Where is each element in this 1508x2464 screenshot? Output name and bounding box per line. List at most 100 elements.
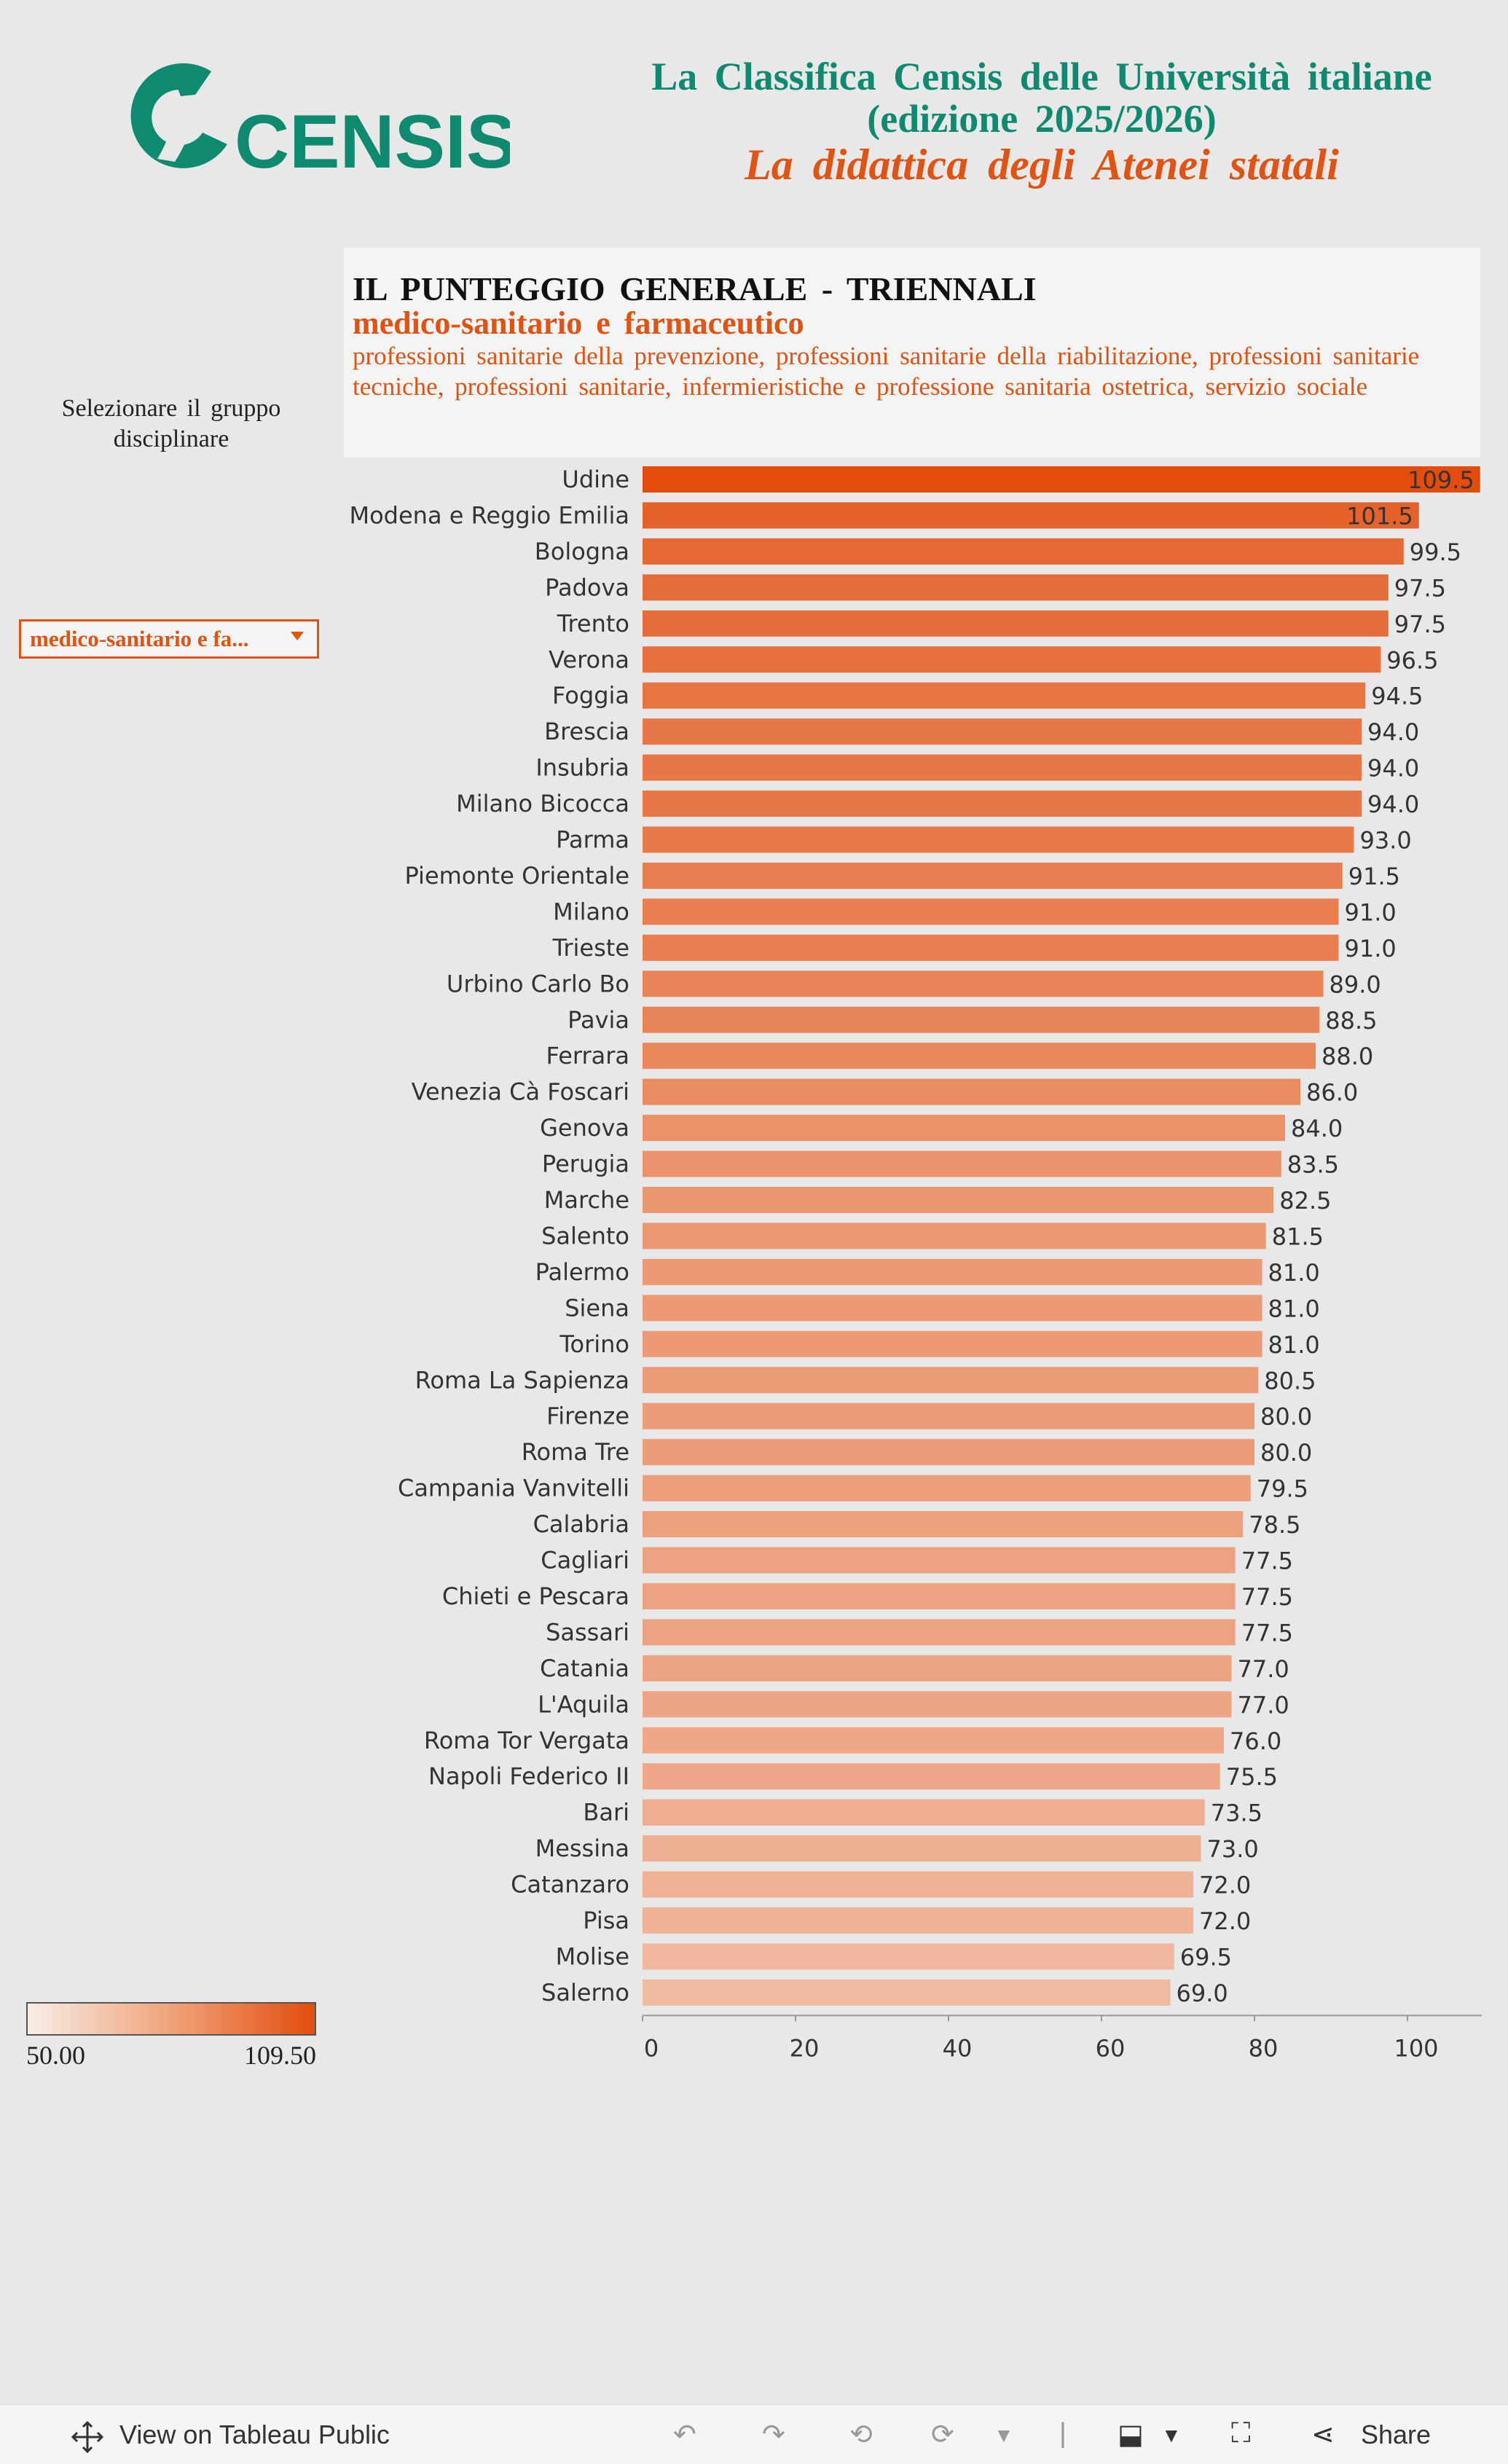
value-label: 91.0 [1345,935,1397,962]
bar-32[interactable] [643,1619,1236,1646]
value-label: 97.5 [1394,611,1446,638]
category-label: Torino [559,1330,629,1358]
bar-21[interactable] [643,1223,1266,1249]
value-label: 77.0 [1238,1691,1289,1719]
category-label: Insubria [535,754,629,782]
category-label: Bologna [535,538,629,565]
fullscreen-icon[interactable]: ⛶ [1231,2418,1251,2449]
value-label: 91.0 [1345,898,1397,926]
bar-29[interactable] [643,1511,1244,1538]
value-label: 82.5 [1279,1187,1331,1215]
bar-42[interactable] [643,1979,1171,2006]
pause-dropdown-icon[interactable]: ▼ [994,2424,1014,2447]
chart-title: IL PUNTEGGIO GENERALE - TRIENNALI [353,270,1037,307]
bar-5[interactable] [643,646,1381,673]
bar-11[interactable] [643,862,1343,889]
view-on-tableau-link[interactable]: View on Tableau Public [119,2420,390,2449]
category-label: Salerno [541,1979,629,2006]
share-button[interactable]: Share [1361,2420,1432,2449]
value-label: 75.5 [1226,1763,1278,1791]
revert-icon[interactable]: ⟲ [849,2420,873,2450]
bar-31[interactable] [643,1582,1236,1609]
category-label: Genova [540,1114,629,1142]
bar-9[interactable] [643,790,1362,817]
bar-3[interactable] [643,574,1389,601]
undo-icon[interactable]: ↶ [673,2420,696,2450]
bar-39[interactable] [643,1871,1193,1898]
category-label: Brescia [544,718,629,745]
bar-33[interactable] [643,1655,1232,1682]
bar-26[interactable] [643,1402,1254,1429]
bar-2[interactable] [643,538,1404,565]
bar-34[interactable] [643,1691,1232,1718]
bar-35[interactable] [643,1727,1224,1754]
category-label: Roma Tor Vergata [424,1727,629,1754]
bar-25[interactable] [643,1367,1259,1394]
bar-1[interactable] [643,502,1419,529]
bar-19[interactable] [643,1150,1281,1177]
bar-36[interactable] [643,1763,1220,1790]
bar-13[interactable] [643,934,1339,961]
category-label: Trento [557,610,629,637]
logo-text: CENSIS [235,100,510,184]
category-label: Molise [556,1942,629,1970]
value-label: 77.5 [1241,1619,1293,1647]
value-label: 94.0 [1367,755,1419,782]
category-label: Ferrara [546,1042,629,1070]
bar-30[interactable] [643,1547,1236,1574]
bar-15[interactable] [643,1006,1320,1033]
bar-20[interactable] [643,1187,1274,1213]
bar-0[interactable] [643,466,1480,493]
value-label: 83.5 [1287,1151,1339,1179]
tableau-toolbar: View on Tableau Public ↶ ↷ ⟲ ⟳ ▼ | ⬓ ▼ ⛶… [0,2404,1508,2464]
bar-40[interactable] [643,1907,1193,1934]
category-label: Siena [565,1294,629,1322]
bar-6[interactable] [643,682,1366,709]
move-icon [71,2420,104,2454]
color-legend [26,2002,316,2036]
bar-28[interactable] [643,1475,1251,1502]
value-label: 86.0 [1306,1079,1358,1107]
bar-14[interactable] [643,970,1324,997]
value-label: 96.5 [1386,646,1438,674]
bar-16[interactable] [643,1043,1316,1070]
filter-label: Selezionare il gruppo disciplinare [61,395,281,452]
category-label: Trieste [552,934,629,962]
bar-38[interactable] [643,1835,1201,1862]
x-tick-label: 80 [1249,2034,1279,2062]
refresh-icon[interactable]: ⟳ [931,2420,954,2450]
share-icon[interactable]: ⋖ [1311,2420,1335,2450]
bar-24[interactable] [643,1330,1262,1357]
value-label: 101.5 [1346,502,1413,530]
value-label: 72.0 [1199,1872,1251,1899]
bar-27[interactable] [643,1439,1254,1466]
value-label: 91.5 [1348,863,1400,890]
category-label: Roma La Sapienza [415,1366,629,1394]
bar-8[interactable] [643,754,1362,781]
value-label: 78.5 [1249,1511,1300,1539]
value-label: 79.5 [1257,1475,1308,1503]
value-label: 94.5 [1371,683,1423,710]
category-label: Padova [545,573,629,601]
bar-18[interactable] [643,1115,1285,1142]
value-label: 76.0 [1230,1727,1281,1755]
download-dropdown-icon[interactable]: ▼ [1161,2424,1182,2447]
redo-icon[interactable]: ↷ [762,2420,785,2450]
value-label: 88.5 [1325,1007,1377,1035]
value-label: 69.0 [1177,1980,1228,2007]
bar-10[interactable] [643,826,1354,853]
bar-7[interactable] [643,718,1362,745]
bar-17[interactable] [643,1078,1300,1105]
bar-37[interactable] [643,1799,1205,1826]
category-label: Cagliari [541,1547,629,1574]
bar-12[interactable] [643,898,1339,925]
bar-41[interactable] [643,1943,1174,1970]
bar-22[interactable] [643,1258,1262,1285]
bar-4[interactable] [643,610,1389,637]
category-label: Foggia [552,682,629,710]
group-dropdown[interactable]: medico-sanitario e fa... [19,619,319,659]
value-label: 81.0 [1268,1295,1320,1322]
bar-23[interactable] [643,1295,1262,1322]
dropdown-value: medico-sanitario e fa... [30,626,249,651]
download-icon[interactable]: ⬓ [1118,2420,1144,2450]
